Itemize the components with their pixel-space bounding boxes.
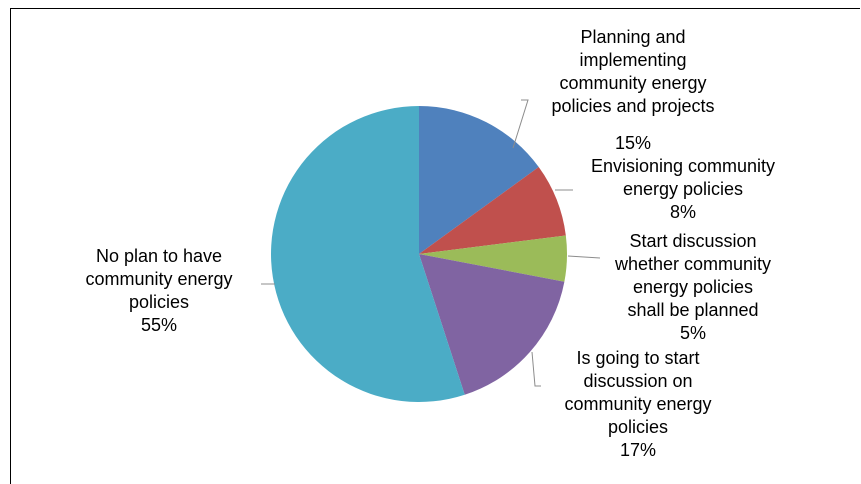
slice-label-line: discussion on: [583, 371, 692, 391]
pie-slice-5: [271, 106, 465, 402]
slice-label-line: Planning and: [580, 27, 685, 47]
slice-label-line: community energy: [85, 269, 232, 289]
pie-slice-3: [419, 235, 567, 282]
slice-label-line: No plan to have: [96, 246, 222, 266]
pie-slices: [271, 106, 567, 402]
leader-lines: [261, 99, 601, 387]
pie-slice-2: [419, 167, 566, 254]
slice-label-line: policies: [129, 292, 189, 312]
leader-line-4: [531, 351, 541, 387]
slice-label-1: Planning and implementing community energy…: [551, 27, 714, 153]
slice-label-line: implementing: [579, 50, 686, 70]
slice-labels: Planning and implementing community energy…: [85, 27, 775, 460]
slice-label-line: Is going to start: [576, 348, 699, 368]
slice-label-line: community energy: [564, 394, 711, 414]
slice-label-line: policies: [608, 417, 668, 437]
slice-label-5: No plan to have community energy policies 5…: [85, 246, 232, 335]
slice-label-2: Envisioning community energy policies 8%: [591, 156, 775, 222]
slice-value-label: 5%: [680, 323, 706, 343]
leader-line-1: [512, 99, 529, 149]
slice-label-line: community energy: [559, 73, 706, 93]
chart-frame: [10, 8, 860, 484]
pie-slice-1: [419, 106, 539, 254]
slice-label-line: shall be planned: [627, 300, 758, 320]
slice-label-line: whether community: [614, 254, 771, 274]
slice-label-3: Start discussion whether community energy …: [614, 231, 771, 343]
slice-value-label: 17%: [620, 440, 656, 460]
slice-label-line: energy policies: [633, 277, 753, 297]
pie-slice-4: [419, 254, 565, 395]
slice-label-line: Envisioning community: [591, 156, 775, 176]
slice-value-label: 8%: [670, 202, 696, 222]
slice-value-label: 55%: [141, 315, 177, 335]
slice-value-label: 15%: [615, 133, 651, 153]
slice-label-line: Start discussion: [629, 231, 756, 251]
leader-line-3: [567, 255, 601, 259]
slice-label-line: energy policies: [623, 179, 743, 199]
slice-label-4: Is going to start discussion on community …: [564, 348, 711, 460]
slice-label-line: policies and projects: [551, 96, 714, 116]
